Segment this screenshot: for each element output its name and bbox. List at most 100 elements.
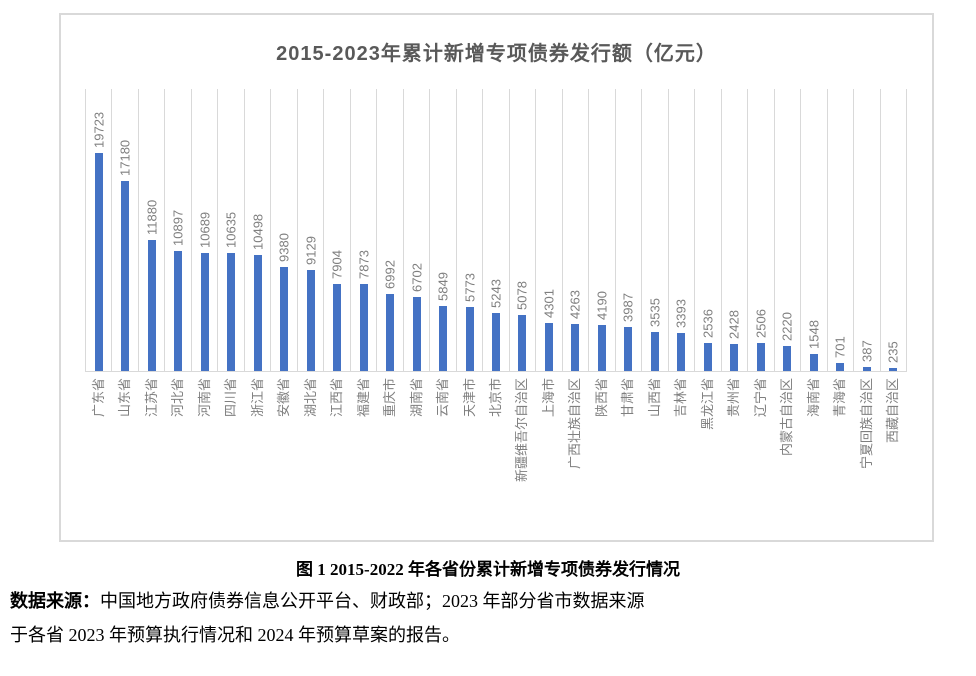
bar-value-label: 2220 [779,312,795,341]
chart-column: 11880 江苏省 [137,89,164,417]
category-label: 宁夏回族自治区 [858,378,874,470]
chart-column: 5849 云南省 [429,89,455,417]
source-line-1: 中国地方政府债券信息公开平台、财政部；2023 年部分省市数据来源 [100,591,645,611]
chart-column: 3393 吉林省 [667,89,694,417]
bar [597,325,606,371]
chart-column: 7873 福建省 [349,89,376,417]
chart-column: 5243 北京市 [482,89,508,417]
bar [200,253,209,371]
chart-column: 2506 辽宁省 [747,89,773,417]
bar-value-label: 17180 [117,139,133,176]
category-label: 山东省 [117,378,133,418]
chart-column: 6702 湖南省 [402,89,429,417]
bar-value-label: 5773 [462,273,478,302]
bar [783,346,792,371]
bar-value-label: 387 [859,340,875,362]
category-label: 陕西省 [593,378,609,418]
bar-value-label: 10689 [197,211,213,248]
bar [889,368,898,371]
bar [518,315,527,371]
bar [465,307,474,371]
category-label: 吉林省 [673,378,689,418]
bar [174,251,183,371]
figure-caption: 图 1 2015-2022 年各省份累计新增专项债券发行情况 [296,560,680,579]
category-label: 湖北省 [302,378,318,418]
bar-value-label: 10897 [170,209,186,246]
chart-column: 10689 河南省 [190,89,217,417]
category-label: 辽宁省 [752,378,768,418]
chart-column: 4190 陕西省 [588,89,614,417]
category-label: 江西省 [329,378,345,418]
bar-value-label: 701 [832,336,848,358]
bar-value-label: 2506 [753,309,769,338]
category-label: 北京市 [488,378,503,418]
chart-column: 701 青海省 [826,89,853,417]
bar [386,294,395,371]
chart-column: 4301 上海市 [535,89,561,417]
bar [280,267,289,371]
chart-column: 10635 四川省 [217,89,243,417]
category-label: 江苏省 [143,378,159,418]
source-label: 数据来源： [10,591,100,611]
chart-column: 235 西藏自治区 [879,89,908,443]
source-line-2: 于各省 2023 年预算执行情况和 2024 年预算草案的报告。 [10,625,460,645]
bar [147,240,156,371]
bar [121,181,130,371]
category-label: 河南省 [196,378,212,418]
chart-column: 2220 内蒙古自治区 [773,89,800,456]
category-label: 浙江省 [249,378,265,418]
chart-column: 3535 山西省 [641,89,667,417]
category-label: 湖南省 [408,378,424,418]
chart-title: 2015-2023年累计新增专项债券发行额（亿元） [276,43,717,65]
bar-value-label: 10498 [250,213,266,250]
bar [677,333,686,371]
bar [862,367,871,371]
chart-column: 1548 海南省 [800,89,826,417]
bar-value-label: 1548 [806,320,822,349]
bar [439,306,448,371]
chart-column: 6992 重庆市 [376,89,402,417]
bar-value-label: 9129 [303,236,319,265]
bar-value-label: 3535 [647,298,663,327]
bar-value-label: 2536 [700,309,716,338]
chart-column: 17180 山东省 [111,89,137,417]
bar-value-label: 3987 [620,293,636,322]
bar [756,343,765,371]
bar-value-label: 7904 [329,250,345,279]
chart-column: 9380 安徽省 [270,89,296,417]
category-label: 青海省 [832,378,848,418]
chart-column: 2428 贵州省 [720,89,747,417]
category-label: 河北省 [170,378,186,418]
category-label: 内蒙古自治区 [779,378,795,457]
source-note: 数据来源：中国地方政府债券信息公开平台、财政部；2023 年部分省市数据来源于各… [10,584,966,652]
bar-value-label: 5243 [488,279,504,308]
chart-column: 19723 广东省 [85,89,111,417]
bar [703,343,712,371]
bar-value-label: 6702 [409,263,425,292]
chart-column: 4263 广西壮族自治区 [561,89,588,469]
bar-value-label: 3393 [673,299,689,328]
chart-column: 2536 黑龙江省 [694,89,720,430]
bar [544,323,553,371]
bar [809,354,818,371]
bar [650,332,659,371]
category-label: 云南省 [435,378,451,418]
bar [359,284,368,371]
category-label: 福建省 [355,378,371,418]
category-label: 上海市 [540,378,556,418]
bar-value-label: 19723 [91,111,107,148]
bar [624,327,633,371]
chart-column: 10897 河北省 [164,89,190,417]
chart-column: 5078 新疆维吾尔自治区 [508,89,535,482]
category-label: 安徽省 [276,378,292,418]
bar-value-label: 4190 [594,291,610,320]
bar-value-label: 4263 [567,290,583,319]
bar-value-label: 2428 [726,310,742,339]
bar-value-label: 7873 [356,250,372,279]
bar [492,313,500,371]
bar-value-label: 5849 [435,272,451,301]
category-label: 山西省 [646,378,662,418]
bar [836,363,845,371]
chart-column: 5773 天津市 [455,89,482,417]
bar-value-label: 235 [885,341,901,363]
